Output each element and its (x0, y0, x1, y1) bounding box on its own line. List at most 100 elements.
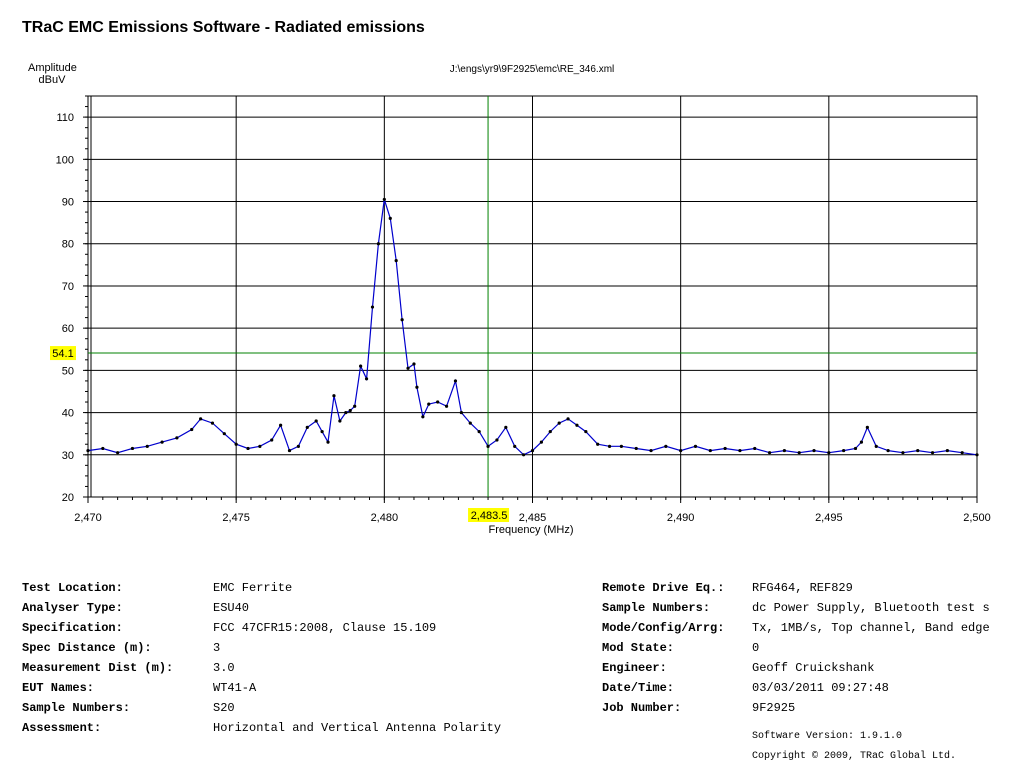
y-axis-label-line-2: dBuV (38, 74, 66, 86)
x-tick-label: 2,490 (667, 512, 695, 524)
info-value: WT41-A (213, 681, 257, 695)
data-point (865, 425, 869, 429)
data-point (270, 438, 274, 442)
data-point (326, 440, 330, 444)
info-row: Measurement Dist (m): 3.0 (22, 658, 582, 678)
data-point (258, 444, 262, 448)
data-point (86, 448, 90, 453)
emissions-chart: 20 30 40 50 60 70 80 90 100 110 2,470 2,475 2,480 2,4… (50, 95, 991, 536)
data-point (827, 451, 831, 455)
file-path: J:\engs\yr9\9F2925\emc\RE_346.xml (449, 64, 615, 75)
data-point (975, 453, 979, 457)
x-tick-label: 2,475 (222, 512, 250, 524)
test-info-left: Test Location: EMC Ferrite Analyser Type: E… (22, 578, 582, 738)
copyright: Copyright © 2009, TRaC Global Ltd. (752, 751, 957, 762)
test-info-right: Remote Drive Eq.: RFG464, REF829 Sample Nu… (602, 578, 1024, 718)
data-point (767, 451, 772, 455)
software-version: Software Version: 1.9.1.0 (752, 731, 903, 742)
info-label: Spec Distance (m): (22, 641, 152, 655)
x-tick-label: 2,485 (519, 512, 547, 524)
data-point (634, 446, 638, 451)
y-tick-label: 110 (56, 112, 74, 124)
data-point (348, 408, 352, 413)
info-row: Job Number: 9F2925 (602, 698, 1024, 718)
info-label: Engineer: (602, 661, 667, 675)
info-row: Spec Distance (m): 3 (22, 638, 582, 658)
data-point (382, 197, 386, 202)
data-point (619, 444, 624, 448)
y-tick-label: 70 (62, 281, 74, 293)
data-point (649, 448, 653, 453)
data-point (359, 364, 363, 368)
data-point (607, 444, 612, 448)
data-point (305, 425, 309, 429)
data-point (584, 429, 588, 434)
info-value: Tx, 1MB/s, Top channel, Band edge (752, 621, 990, 635)
data-point (693, 444, 698, 448)
info-label: Assessment: (22, 721, 102, 735)
data-point (468, 421, 472, 425)
data-point (874, 444, 878, 448)
y-tick-label: 20 (62, 492, 74, 504)
x-axis-label: Frequency (MHz) (489, 524, 574, 536)
info-row: Assessment: Horizontal and Vertical Anten… (22, 718, 582, 738)
data-point (459, 410, 463, 415)
data-point (415, 385, 419, 389)
info-label: Date/Time: (602, 681, 675, 695)
info-value: FCC 47CFR15:2008, Clause 15.109 (213, 621, 437, 635)
data-point (782, 448, 786, 453)
data-point (320, 429, 324, 434)
data-point (130, 446, 135, 451)
info-label: Job Number: (602, 701, 682, 715)
y-tick-label: 90 (62, 197, 74, 209)
info-label: EUT Names: (22, 681, 95, 695)
info-value: 03/03/2011 09:27:48 (752, 681, 889, 695)
data-point (412, 362, 416, 366)
y-tick-label: 30 (62, 450, 74, 462)
data-point (279, 423, 283, 427)
info-value: Geoff Cruickshank (752, 661, 875, 675)
data-point (364, 377, 369, 381)
data-point (376, 242, 381, 246)
info-value: RFG464, REF829 (752, 581, 853, 595)
data-point (190, 427, 194, 432)
info-row: Date/Time: 03/03/2011 09:27:48 (602, 678, 1024, 698)
info-row: Sample Numbers: dc Power Supply, Bluetoot… (602, 598, 1024, 618)
info-row: Mod State: 0 (602, 638, 1024, 658)
data-point (370, 305, 375, 309)
data-point (859, 440, 864, 444)
info-label: Analyser Type: (22, 601, 123, 615)
data-point (842, 448, 846, 453)
data-point (812, 448, 816, 453)
info-value: 9F2925 (752, 701, 796, 715)
data-point (566, 417, 570, 421)
y-tick-label: 40 (62, 408, 74, 420)
data-point (210, 421, 215, 425)
data-point (222, 432, 226, 436)
x-tick-label: 2,480 (371, 512, 399, 524)
data-point (421, 415, 425, 419)
y-tick-label: 80 (62, 239, 74, 251)
data-point (477, 429, 481, 434)
info-label: Sample Numbers: (602, 601, 711, 615)
info-value: 3 (213, 641, 221, 655)
y-tick-label: 50 (62, 365, 74, 377)
data-point (145, 444, 149, 448)
info-label: Specification: (22, 621, 123, 635)
data-point (853, 446, 858, 451)
data-point (664, 444, 668, 448)
info-value: dc Power Supply, Bluetooth test s (752, 601, 990, 615)
data-point (530, 448, 535, 453)
info-label: Mode/Config/Arrg: (602, 621, 725, 635)
data-point (738, 448, 742, 453)
data-point (394, 259, 398, 263)
info-label: Remote Drive Eq.: (602, 581, 725, 595)
data-point (930, 451, 935, 455)
data-point (332, 394, 336, 398)
data-point (436, 400, 440, 404)
data-point (344, 410, 348, 415)
limit-label: 54.1 (52, 348, 73, 360)
app-title: TRaC EMC Emissions Software - Radiated e… (22, 19, 425, 36)
data-point (199, 417, 203, 421)
data-point (513, 444, 517, 448)
